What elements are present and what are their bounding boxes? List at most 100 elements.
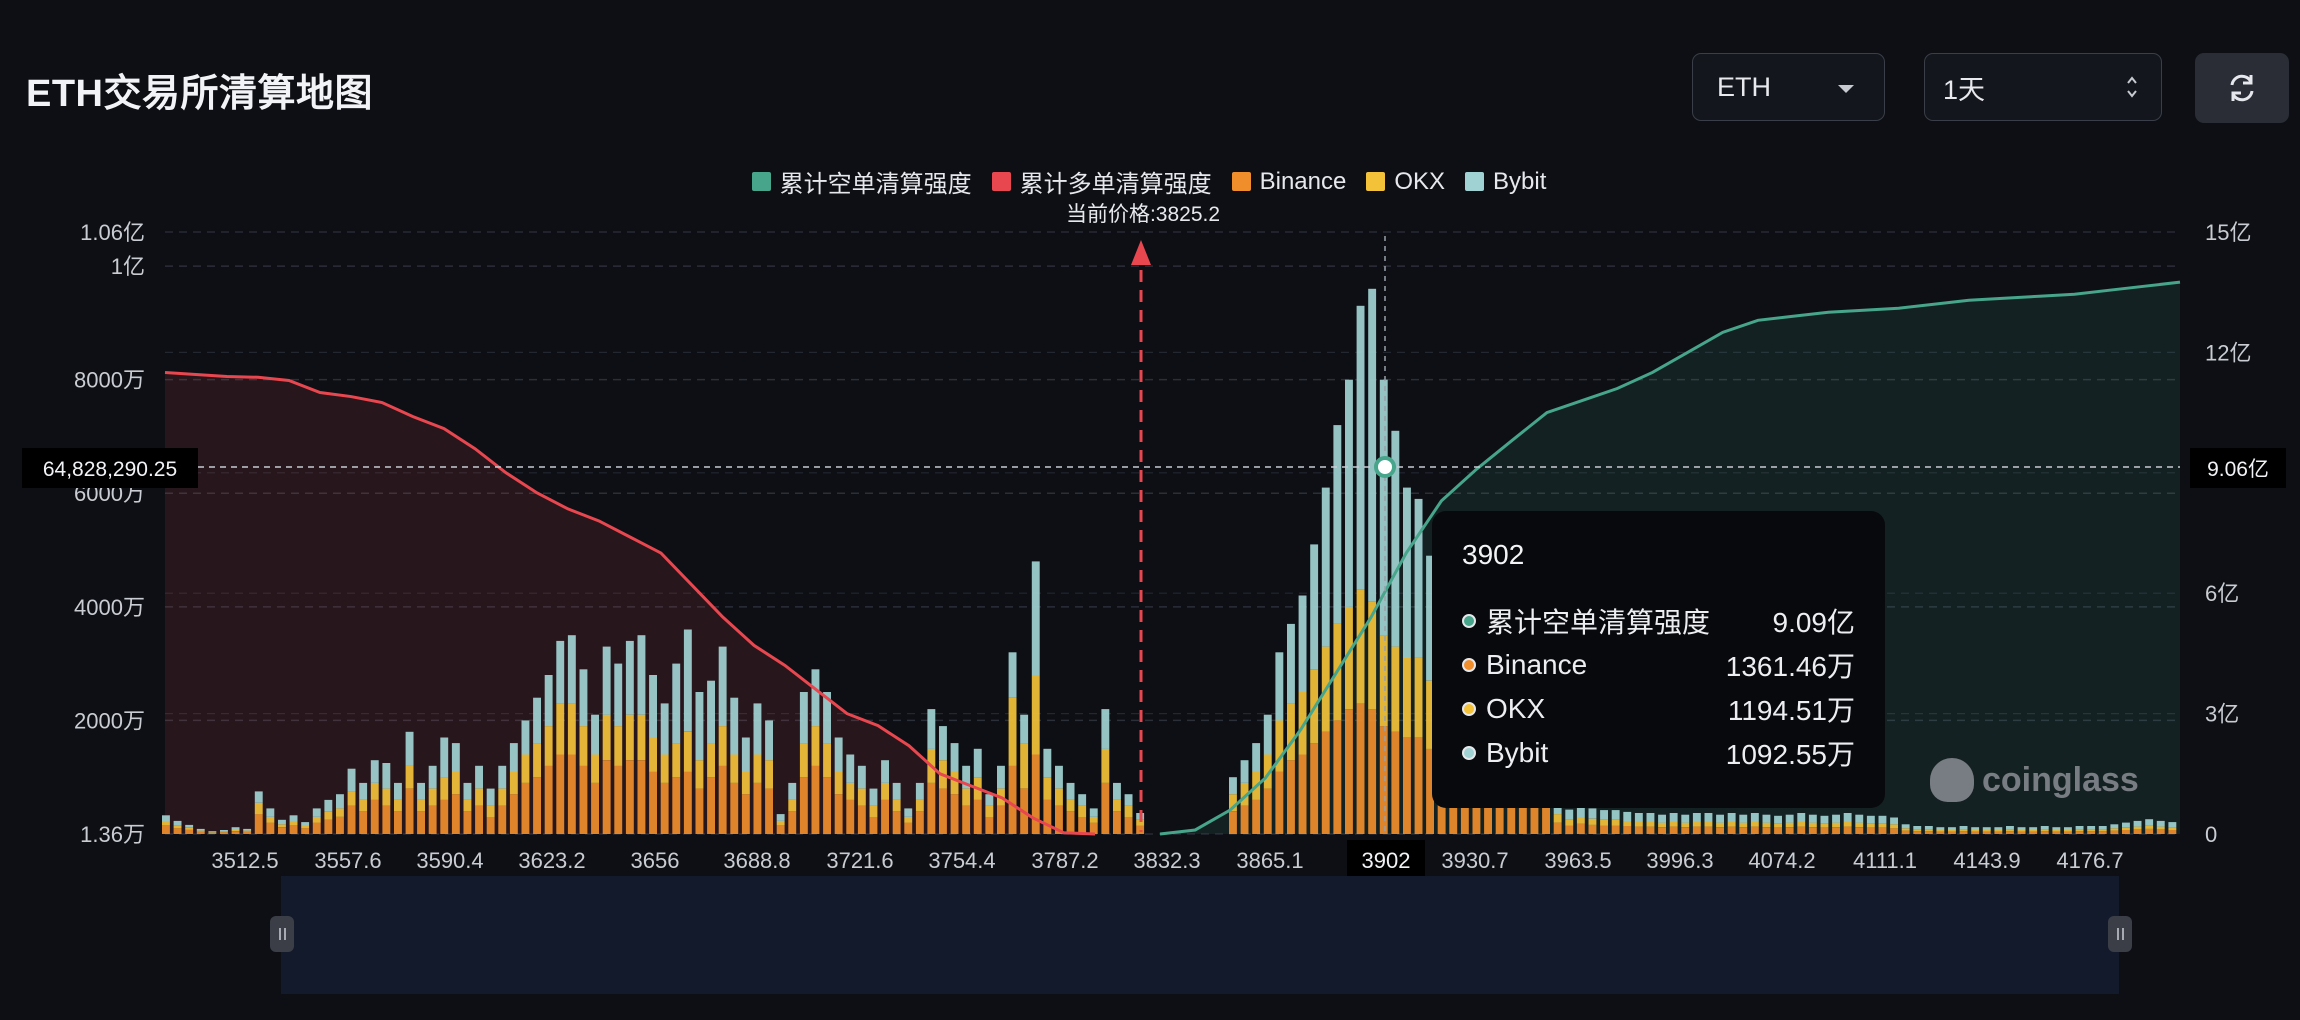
symbol-select[interactable]: ETH bbox=[1692, 53, 1885, 121]
bar-bybit bbox=[1263, 714, 1272, 755]
crosshair-left-value: 64,828,290.25 bbox=[43, 458, 177, 481]
bar-bybit bbox=[1368, 288, 1377, 602]
bar-binance bbox=[1901, 830, 1910, 834]
bar-bybit bbox=[1855, 814, 1864, 823]
legend-item[interactable]: 累计多单清算强度 bbox=[991, 164, 1212, 199]
bar-binance bbox=[1356, 703, 1365, 834]
bar-okx bbox=[1565, 819, 1574, 826]
bar-binance bbox=[1866, 827, 1875, 834]
bar-bybit bbox=[1669, 813, 1678, 822]
bar-bybit bbox=[208, 831, 217, 833]
zoom-handle-right[interactable] bbox=[2108, 916, 2132, 952]
bar-okx bbox=[707, 743, 715, 778]
bar-binance bbox=[1078, 817, 1087, 834]
zoom-handle-left[interactable] bbox=[270, 916, 294, 952]
bar-binance bbox=[382, 805, 391, 834]
legend-item[interactable]: OKX bbox=[1366, 164, 1445, 199]
bar-binance bbox=[881, 799, 889, 834]
bar-okx bbox=[1843, 821, 1852, 827]
bar-bybit bbox=[1321, 487, 1330, 647]
bar-bybit bbox=[382, 763, 391, 789]
bar-okx bbox=[1229, 794, 1237, 812]
bar-binance bbox=[649, 771, 657, 834]
legend-item[interactable]: 累计空单清算强度 bbox=[751, 164, 972, 199]
bar-bybit bbox=[811, 669, 820, 727]
bar-binance bbox=[2006, 831, 2014, 834]
bar-bybit bbox=[1020, 714, 1029, 744]
zoom-slider[interactable] bbox=[281, 876, 2119, 994]
bar-okx bbox=[475, 788, 483, 806]
legend-label: 累计多单清算强度 bbox=[1019, 171, 1212, 198]
bar-bybit bbox=[556, 640, 565, 704]
bar-binance bbox=[1913, 831, 1922, 834]
bar-binance bbox=[2122, 830, 2130, 834]
bar-binance bbox=[660, 782, 669, 834]
bar-binance bbox=[892, 811, 901, 834]
x-axis-tick: 3721.6 bbox=[826, 848, 893, 873]
bar-bybit bbox=[753, 703, 762, 755]
bar-bybit bbox=[788, 782, 797, 800]
bar-okx bbox=[359, 799, 368, 812]
bar-binance bbox=[567, 754, 576, 834]
bar-binance bbox=[741, 794, 750, 834]
bar-bybit bbox=[2110, 824, 2119, 829]
bar-okx bbox=[185, 827, 194, 830]
legend-label: OKX bbox=[1394, 167, 1446, 195]
bar-bybit bbox=[1890, 817, 1898, 825]
bar-binance bbox=[776, 825, 785, 834]
bar-okx bbox=[602, 714, 611, 761]
bar-okx bbox=[730, 754, 739, 783]
legend-item[interactable]: Binance bbox=[1231, 164, 1347, 199]
bar-okx bbox=[347, 791, 356, 806]
bar-bybit bbox=[1808, 814, 1817, 823]
legend-label: Binance bbox=[1259, 167, 1347, 195]
current-price-label: 当前价格:3825.2 bbox=[1065, 203, 1221, 226]
bar-okx bbox=[1866, 823, 1875, 828]
bar-binance bbox=[2168, 830, 2177, 834]
bar-binance bbox=[428, 805, 437, 834]
bar-bybit bbox=[440, 737, 449, 778]
bar-okx bbox=[2168, 827, 2177, 830]
bar-okx bbox=[683, 731, 692, 772]
bar-bybit bbox=[1391, 430, 1400, 647]
bar-binance bbox=[1298, 754, 1307, 834]
bar-okx bbox=[486, 805, 495, 817]
refresh-button[interactable] bbox=[2195, 53, 2289, 123]
bar-bybit bbox=[1345, 379, 1353, 607]
bar-bybit bbox=[834, 737, 843, 772]
bar-bybit bbox=[359, 782, 368, 800]
bar-bybit bbox=[1623, 811, 1632, 821]
bar-bybit bbox=[869, 788, 878, 806]
bar-okx bbox=[1043, 777, 1052, 800]
bar-binance bbox=[939, 788, 947, 834]
bar-okx bbox=[2064, 830, 2072, 832]
bar-okx bbox=[382, 788, 391, 806]
bar-bybit bbox=[1008, 652, 1017, 698]
bar-binance bbox=[753, 782, 762, 834]
bar-binance bbox=[1855, 827, 1864, 834]
bar-binance bbox=[1959, 831, 1968, 834]
bar-bybit bbox=[1113, 782, 1121, 800]
bar-bybit bbox=[1936, 827, 1945, 830]
legend-swatch bbox=[1231, 172, 1251, 191]
bar-bybit bbox=[881, 760, 889, 783]
bar-bybit bbox=[614, 663, 623, 727]
left-axis-tick: 1亿 bbox=[111, 254, 145, 279]
bar-binance bbox=[1681, 827, 1690, 834]
bar-bybit bbox=[857, 765, 866, 789]
legend-item[interactable]: Bybit bbox=[1465, 164, 1546, 199]
bar-bybit bbox=[2052, 827, 2061, 830]
bar-bybit bbox=[1774, 815, 1782, 824]
bar-binance bbox=[2052, 831, 2061, 834]
bar-binance bbox=[254, 814, 263, 834]
bar-bybit bbox=[765, 720, 773, 761]
timeframe-select[interactable]: 1天 bbox=[1924, 53, 2162, 121]
bar-binance bbox=[1345, 709, 1353, 834]
tooltip-value: 1194.51万 bbox=[1727, 695, 1855, 726]
bar-okx bbox=[1739, 822, 1748, 828]
bar-binance bbox=[811, 765, 820, 834]
bar-bybit bbox=[185, 824, 194, 828]
bar-bybit bbox=[718, 646, 727, 727]
tooltip-dot bbox=[1462, 702, 1476, 716]
